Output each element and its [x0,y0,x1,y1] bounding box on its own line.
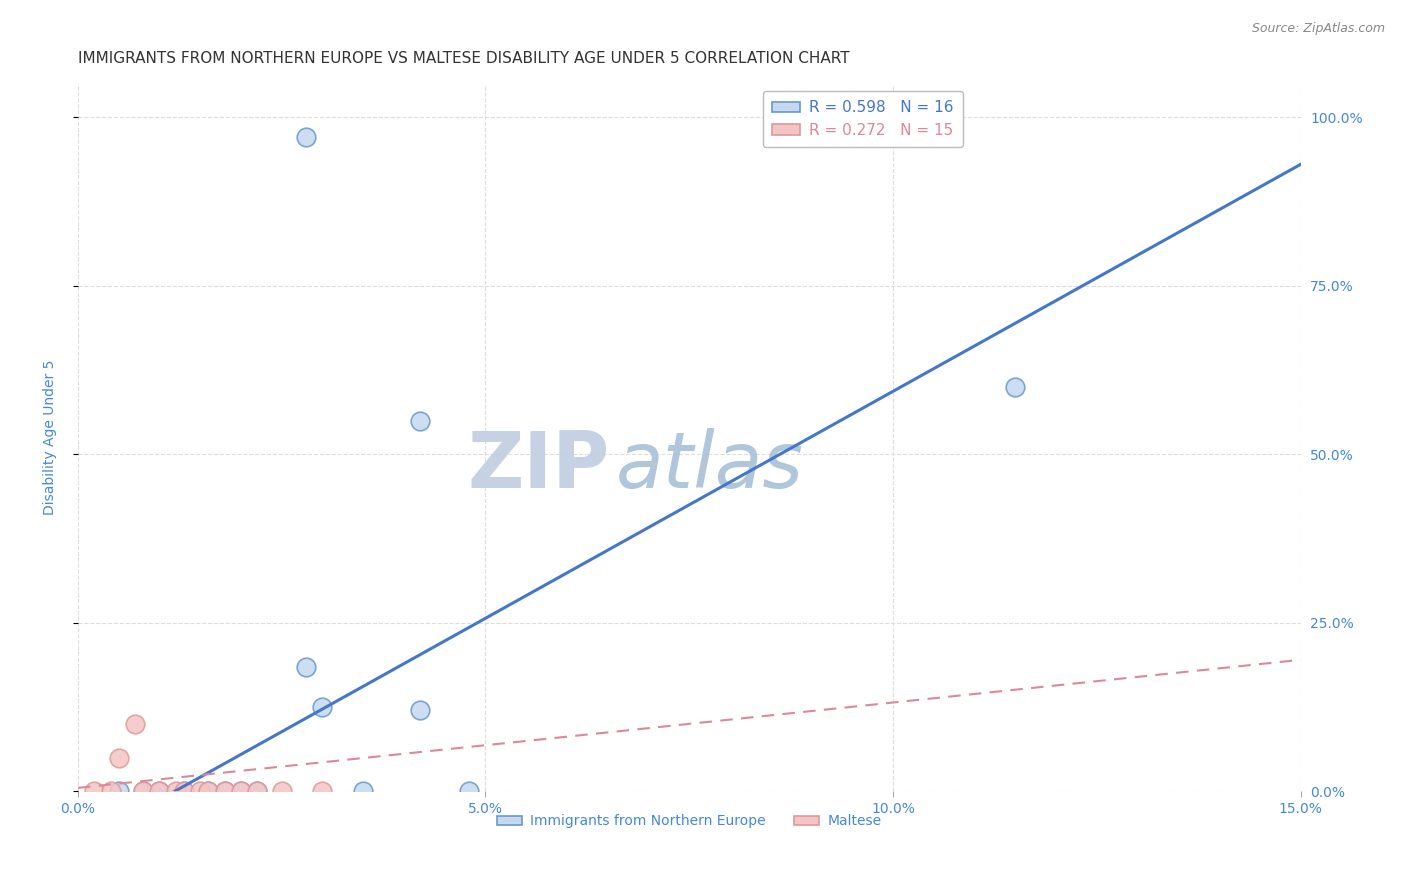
Point [132,784,155,798]
Point [124,717,146,731]
Text: atlas: atlas [616,427,804,504]
Point [270,784,292,798]
Point [311,700,333,714]
Text: Source: ZipAtlas.com: Source: ZipAtlas.com [1251,22,1385,36]
Point [229,784,252,798]
Point [214,784,236,798]
Point [173,784,195,798]
Point [132,784,155,798]
Point [188,784,211,798]
Point [295,659,318,673]
Legend: Immigrants from Northern Europe, Maltese: Immigrants from Northern Europe, Maltese [492,809,887,834]
Point [197,784,219,798]
Point [295,130,318,145]
Point [100,784,122,798]
Point [311,784,333,798]
Point [409,703,432,717]
Point [246,784,269,798]
Point [229,784,252,798]
Point [173,784,195,798]
Point [107,784,129,798]
Text: IMMIGRANTS FROM NORTHERN EUROPE VS MALTESE DISABILITY AGE UNDER 5 CORRELATION CH: IMMIGRANTS FROM NORTHERN EUROPE VS MALTE… [77,51,849,66]
Point [458,784,481,798]
Point [148,784,170,798]
Point [246,784,269,798]
Point [214,784,236,798]
Point [1004,380,1026,394]
Point [165,784,187,798]
Text: ZIP: ZIP [468,427,610,504]
Point [409,413,432,427]
Point [352,784,374,798]
Point [83,784,105,798]
Point [107,750,129,764]
Point [197,784,219,798]
Y-axis label: Disability Age Under 5: Disability Age Under 5 [44,359,58,515]
Point [148,784,170,798]
